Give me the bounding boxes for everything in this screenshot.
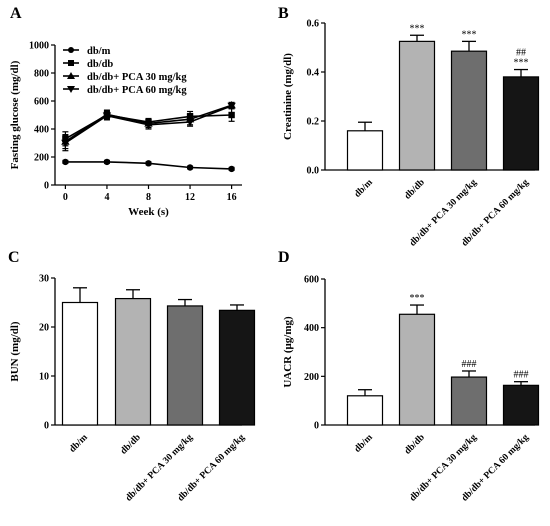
y-axis-title: Creatinine (mg/dl) (282, 53, 294, 140)
y-tick-label: 600 (304, 275, 319, 286)
y-axis-title: BUN (mg/dl) (9, 321, 21, 382)
data-point (67, 86, 75, 93)
y-axis-title: Fasting glucose (mg/dl) (9, 60, 21, 169)
category-label: db/db (119, 433, 143, 457)
series-circle (62, 158, 235, 173)
legend-label: db/m (87, 46, 111, 57)
data-point (61, 139, 70, 148)
y-tick-label: 800 (34, 69, 49, 80)
legend-label: db/db (87, 59, 113, 70)
x-tick-label: 16 (227, 192, 237, 203)
panel-b-creatinine-bar-chart: 0.0 0.2 0.4 0.6 Creatinine (mg/dl) Bdb/m *** db… (278, 5, 540, 249)
y-tick-label: 400 (304, 323, 319, 334)
y-tick-label: 0.0 (307, 166, 320, 177)
significance-label: *** (514, 58, 529, 69)
y-tick-label: 600 (34, 97, 49, 108)
panel-letter: C (8, 249, 20, 266)
data-point (68, 60, 74, 66)
y-tick-label: 200 (304, 372, 319, 383)
y-tick-label: 400 (34, 125, 49, 136)
data-point (145, 160, 152, 167)
y-tick-label: 0.6 (307, 19, 320, 30)
category-label: db/m (353, 178, 375, 200)
legend: db/m db/db db/db+ PCA 30 mg/kg db/db+ PCA 6… (63, 46, 187, 96)
y-tick-label: 1000 (29, 41, 49, 52)
y-tick-label: 0.4 (307, 68, 320, 79)
significance-label: ### (462, 359, 477, 370)
y-axis-title: UACR (μg/mg) (282, 316, 294, 388)
panel-letter: B (278, 5, 289, 22)
data-point (228, 111, 235, 119)
data-point (102, 112, 112, 120)
data-point (185, 118, 195, 127)
x-tick-label: 0 (63, 192, 68, 203)
y-tick-label: 0 (44, 181, 49, 192)
category-label: db/db (403, 178, 427, 202)
y-tick-label: 0.2 (307, 117, 320, 128)
bar (114, 297, 152, 426)
data-point (62, 158, 69, 166)
bar (346, 395, 384, 426)
significance-label: *** (410, 293, 425, 304)
legend-label: db/db+ PCA 30 mg/kg (87, 72, 187, 83)
significance-label: ## (516, 48, 526, 59)
category-label: db/m (68, 433, 90, 455)
panel-letter: D (278, 249, 290, 266)
bar (398, 40, 436, 171)
bar (502, 76, 540, 171)
y-tick-label: 200 (34, 153, 49, 164)
y-tick-label: 20 (39, 323, 49, 334)
category-label: db/db (403, 433, 427, 457)
category-label: db/m (353, 433, 375, 455)
x-tick-label: 8 (146, 192, 151, 203)
data-point (227, 102, 236, 111)
data-point (144, 121, 153, 129)
significance-label: *** (410, 23, 425, 34)
significance-label: ### (514, 370, 529, 381)
data-point (67, 72, 75, 79)
y-tick-label: 0 (44, 421, 49, 432)
x-axis-title: Week (s) (128, 206, 169, 218)
y-tick-label: 30 (39, 274, 49, 285)
data-point (228, 165, 235, 173)
legend-label: db/db+ PCA 60 mg/kg (87, 85, 187, 96)
bar (218, 309, 256, 426)
bar (398, 313, 436, 426)
bar (450, 376, 488, 426)
bar (61, 301, 99, 426)
series-triangle-down (61, 102, 236, 152)
x-tick-label: 4 (104, 192, 109, 203)
bar (502, 384, 540, 426)
panel-letter: A (10, 5, 22, 22)
significance-label: *** (462, 29, 477, 40)
x-tick-label: 12 (185, 192, 195, 203)
y-tick-label: 10 (39, 372, 49, 383)
bar (346, 130, 384, 171)
data-point (103, 158, 111, 166)
y-tick-label: 0 (314, 421, 319, 432)
bar (450, 50, 488, 171)
data-point (186, 164, 194, 171)
data-point (68, 47, 74, 53)
panel-a-line-chart: 0 200 400 600 800 1000 Fasting glucose (mg/dl)… (9, 5, 242, 218)
bar (166, 305, 204, 426)
